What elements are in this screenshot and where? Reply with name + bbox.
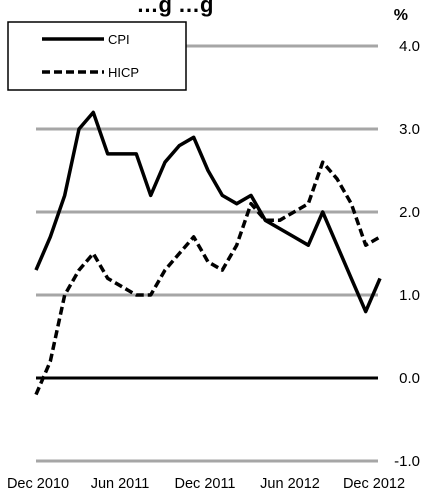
legend-box	[7, 21, 187, 91]
y-unit-label: %	[394, 7, 408, 24]
series-line-hicp	[34, 160, 381, 396]
y-tick-label: -1.0	[394, 453, 420, 470]
gridlines	[36, 44, 378, 463]
legend-label-hicp: HICP	[108, 65, 139, 80]
x-tick-label: Dec 2012	[343, 476, 405, 492]
x-tick-label: Dec 2011	[175, 476, 236, 492]
x-tick-label: Jun 2011	[91, 476, 150, 492]
y-tick-label: 1.0	[399, 287, 420, 304]
chart-title: …g …g	[137, 0, 214, 17]
legend: CPI HICP	[7, 21, 187, 91]
y-axis: 4.0 3.0 2.0 1.0 0.0 -1.0	[394, 38, 420, 470]
series-lines	[34, 110, 382, 396]
y-tick-label: 4.0	[399, 38, 420, 55]
series-line-cpi	[34, 110, 382, 314]
legend-label-cpi: CPI	[108, 32, 130, 47]
x-tick-label: Dec 2010	[7, 476, 69, 492]
y-tick-label: 3.0	[399, 121, 420, 138]
x-axis: Dec 2010 Jun 2011 Dec 2011 Jun 2012 Dec 2012	[7, 476, 405, 492]
x-tick-label: Jun 2012	[260, 476, 320, 492]
y-tick-label: 0.0	[399, 370, 420, 387]
y-tick-label: 2.0	[399, 204, 420, 221]
